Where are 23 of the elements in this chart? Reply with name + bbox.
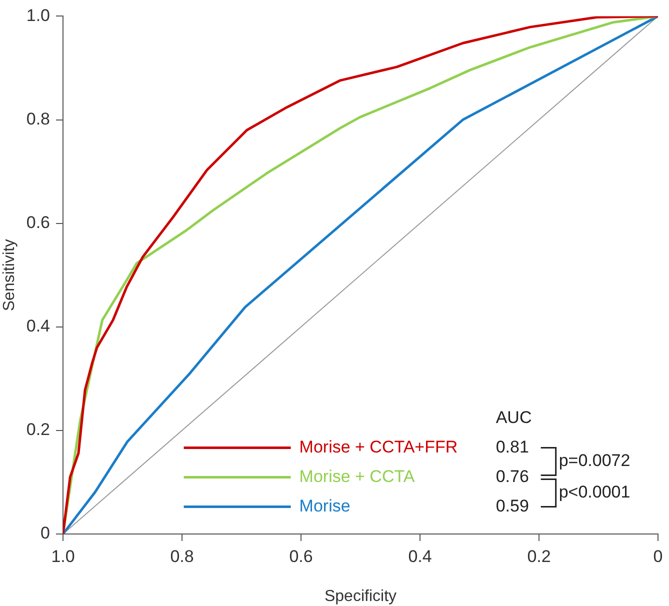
- annotation: 0.76: [496, 466, 529, 486]
- x-tick-label: 0: [653, 546, 663, 566]
- x-tick-label: 0.4: [408, 546, 432, 566]
- annotation: 0.59: [496, 496, 529, 516]
- x-tick-label: 0.6: [289, 546, 313, 566]
- x-axis-title: Specificity: [324, 588, 397, 605]
- annotation: 0.81: [496, 437, 529, 456]
- text: Morise + CCTA+FFR: [299, 437, 458, 456]
- y-tick-label: 0.8: [26, 109, 50, 128]
- x-tick-label: 0.8: [170, 546, 194, 566]
- y-tick-label: 0.6: [26, 213, 50, 232]
- y-tick-label: 0.2: [26, 420, 50, 440]
- y-tick-label: 0.4: [26, 316, 50, 336]
- y-tick-label: 0: [40, 524, 50, 543]
- x-tick-label: 1.0: [51, 546, 75, 566]
- annotation: p<0.0001: [558, 482, 630, 502]
- y-axis-title: Sensitivity: [1, 239, 18, 312]
- annotation: p=0.0072: [558, 451, 630, 470]
- y-tick-label: 1.0: [26, 6, 50, 25]
- text: Morise: [299, 496, 350, 516]
- annotation: AUC: [496, 408, 532, 427]
- text: Morise + CCTA: [299, 466, 416, 486]
- x-tick-label: 0.2: [527, 546, 551, 566]
